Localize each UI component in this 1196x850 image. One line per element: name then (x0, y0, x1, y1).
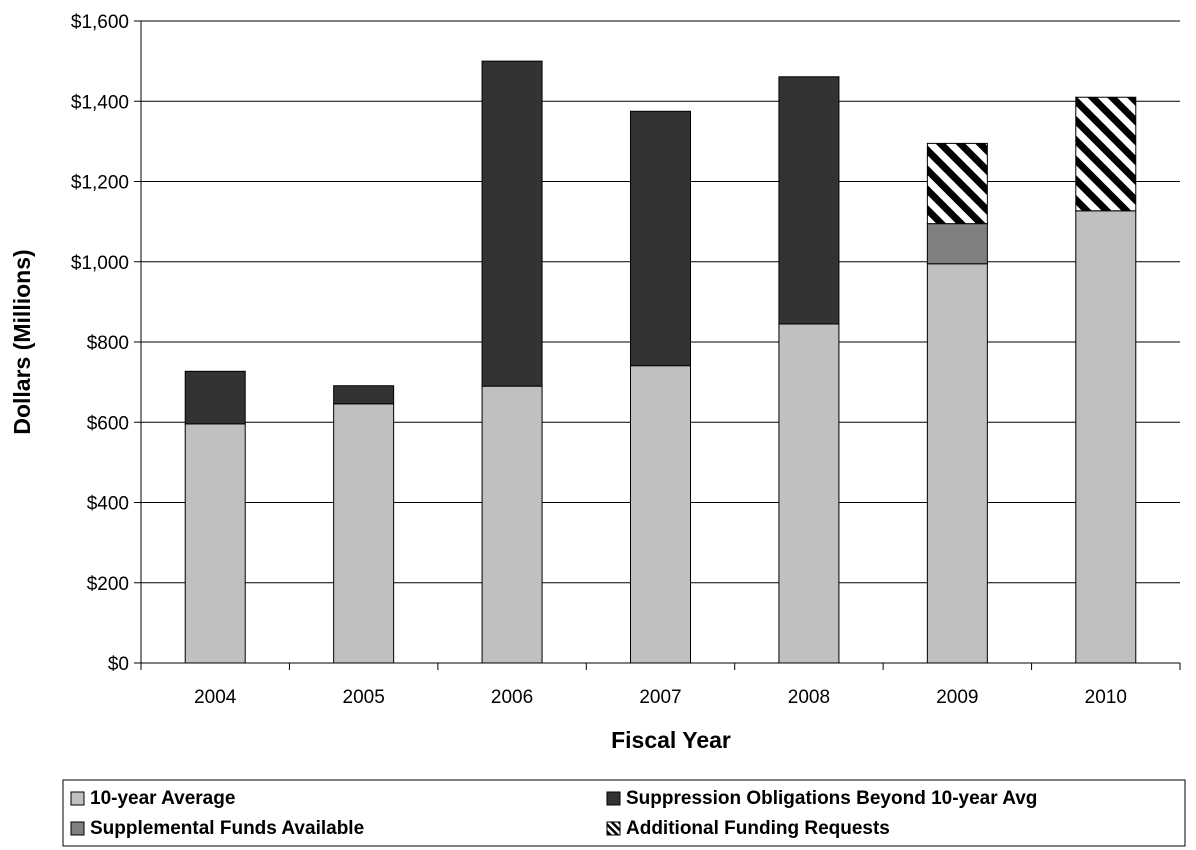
bar-segment-2009-series-0 (926, 263, 988, 664)
x-tick-label: 2010 (1085, 687, 1127, 708)
x-axis-title: Fiscal Year (611, 727, 731, 753)
y-tick-label: $0 (108, 654, 129, 675)
y-tick-label: $600 (87, 413, 129, 434)
y-tick-label: $1,400 (71, 92, 129, 113)
x-tick-label: 2004 (194, 687, 237, 708)
legend-swatch (70, 821, 85, 836)
bar-segment-2006-series-1 (481, 60, 543, 387)
x-tick-label: 2009 (936, 687, 978, 708)
legend-swatch (70, 791, 85, 806)
x-tick-label: 2008 (788, 687, 830, 708)
bar-segment-2004-series-0 (184, 423, 246, 664)
bar-segment-2008-series-0 (778, 323, 840, 664)
axes (134, 20, 1181, 670)
bar-segment-2010-series-3 (1075, 96, 1137, 212)
y-tick-label: $1,600 (71, 12, 129, 33)
legend-label: Suppression Obligations Beyond 10-year A… (626, 788, 1037, 809)
y-tick-label: $800 (87, 333, 129, 354)
y-axis-title: Dollars (Millions) (9, 249, 35, 434)
y-tick-label: $200 (87, 574, 129, 595)
bar-segment-2007-series-1 (630, 110, 691, 367)
y-tick-label: $400 (87, 494, 129, 515)
legend-label: Supplemental Funds Available (90, 818, 364, 839)
bar-segment-2009-series-3 (926, 142, 988, 225)
x-tick-label: 2005 (343, 687, 385, 708)
y-tick-label: $1,200 (71, 173, 129, 194)
legend-label: 10-year Average (90, 788, 235, 809)
bar-segment-2005-series-0 (333, 403, 395, 664)
legend: 10-year Average Suppression Obligations B… (62, 779, 1186, 847)
bar-segment-2009-series-2 (926, 223, 988, 265)
y-tick-label: $1,000 (71, 253, 129, 274)
bar-segment-2005-series-1 (333, 385, 395, 405)
bars (184, 60, 1137, 664)
legend-label: Additional Funding Requests (626, 818, 890, 839)
x-tick-label: 2006 (491, 687, 533, 708)
bar-segment-2008-series-1 (778, 76, 840, 325)
x-tick-label: 2007 (639, 687, 681, 708)
tick-labels: $0 $200 $400 $600 $800 $1,000 $1,200 $1,400 $1,6… (71, 12, 1127, 708)
bar-segment-2004-series-1 (184, 370, 246, 425)
legend-swatch (606, 791, 621, 806)
bar-segment-2006-series-0 (481, 385, 543, 664)
legend-swatch (606, 821, 621, 836)
bar-segment-2010-series-0 (1075, 210, 1137, 664)
bar-segment-2007-series-0 (630, 365, 691, 664)
legend-box (62, 779, 1186, 847)
